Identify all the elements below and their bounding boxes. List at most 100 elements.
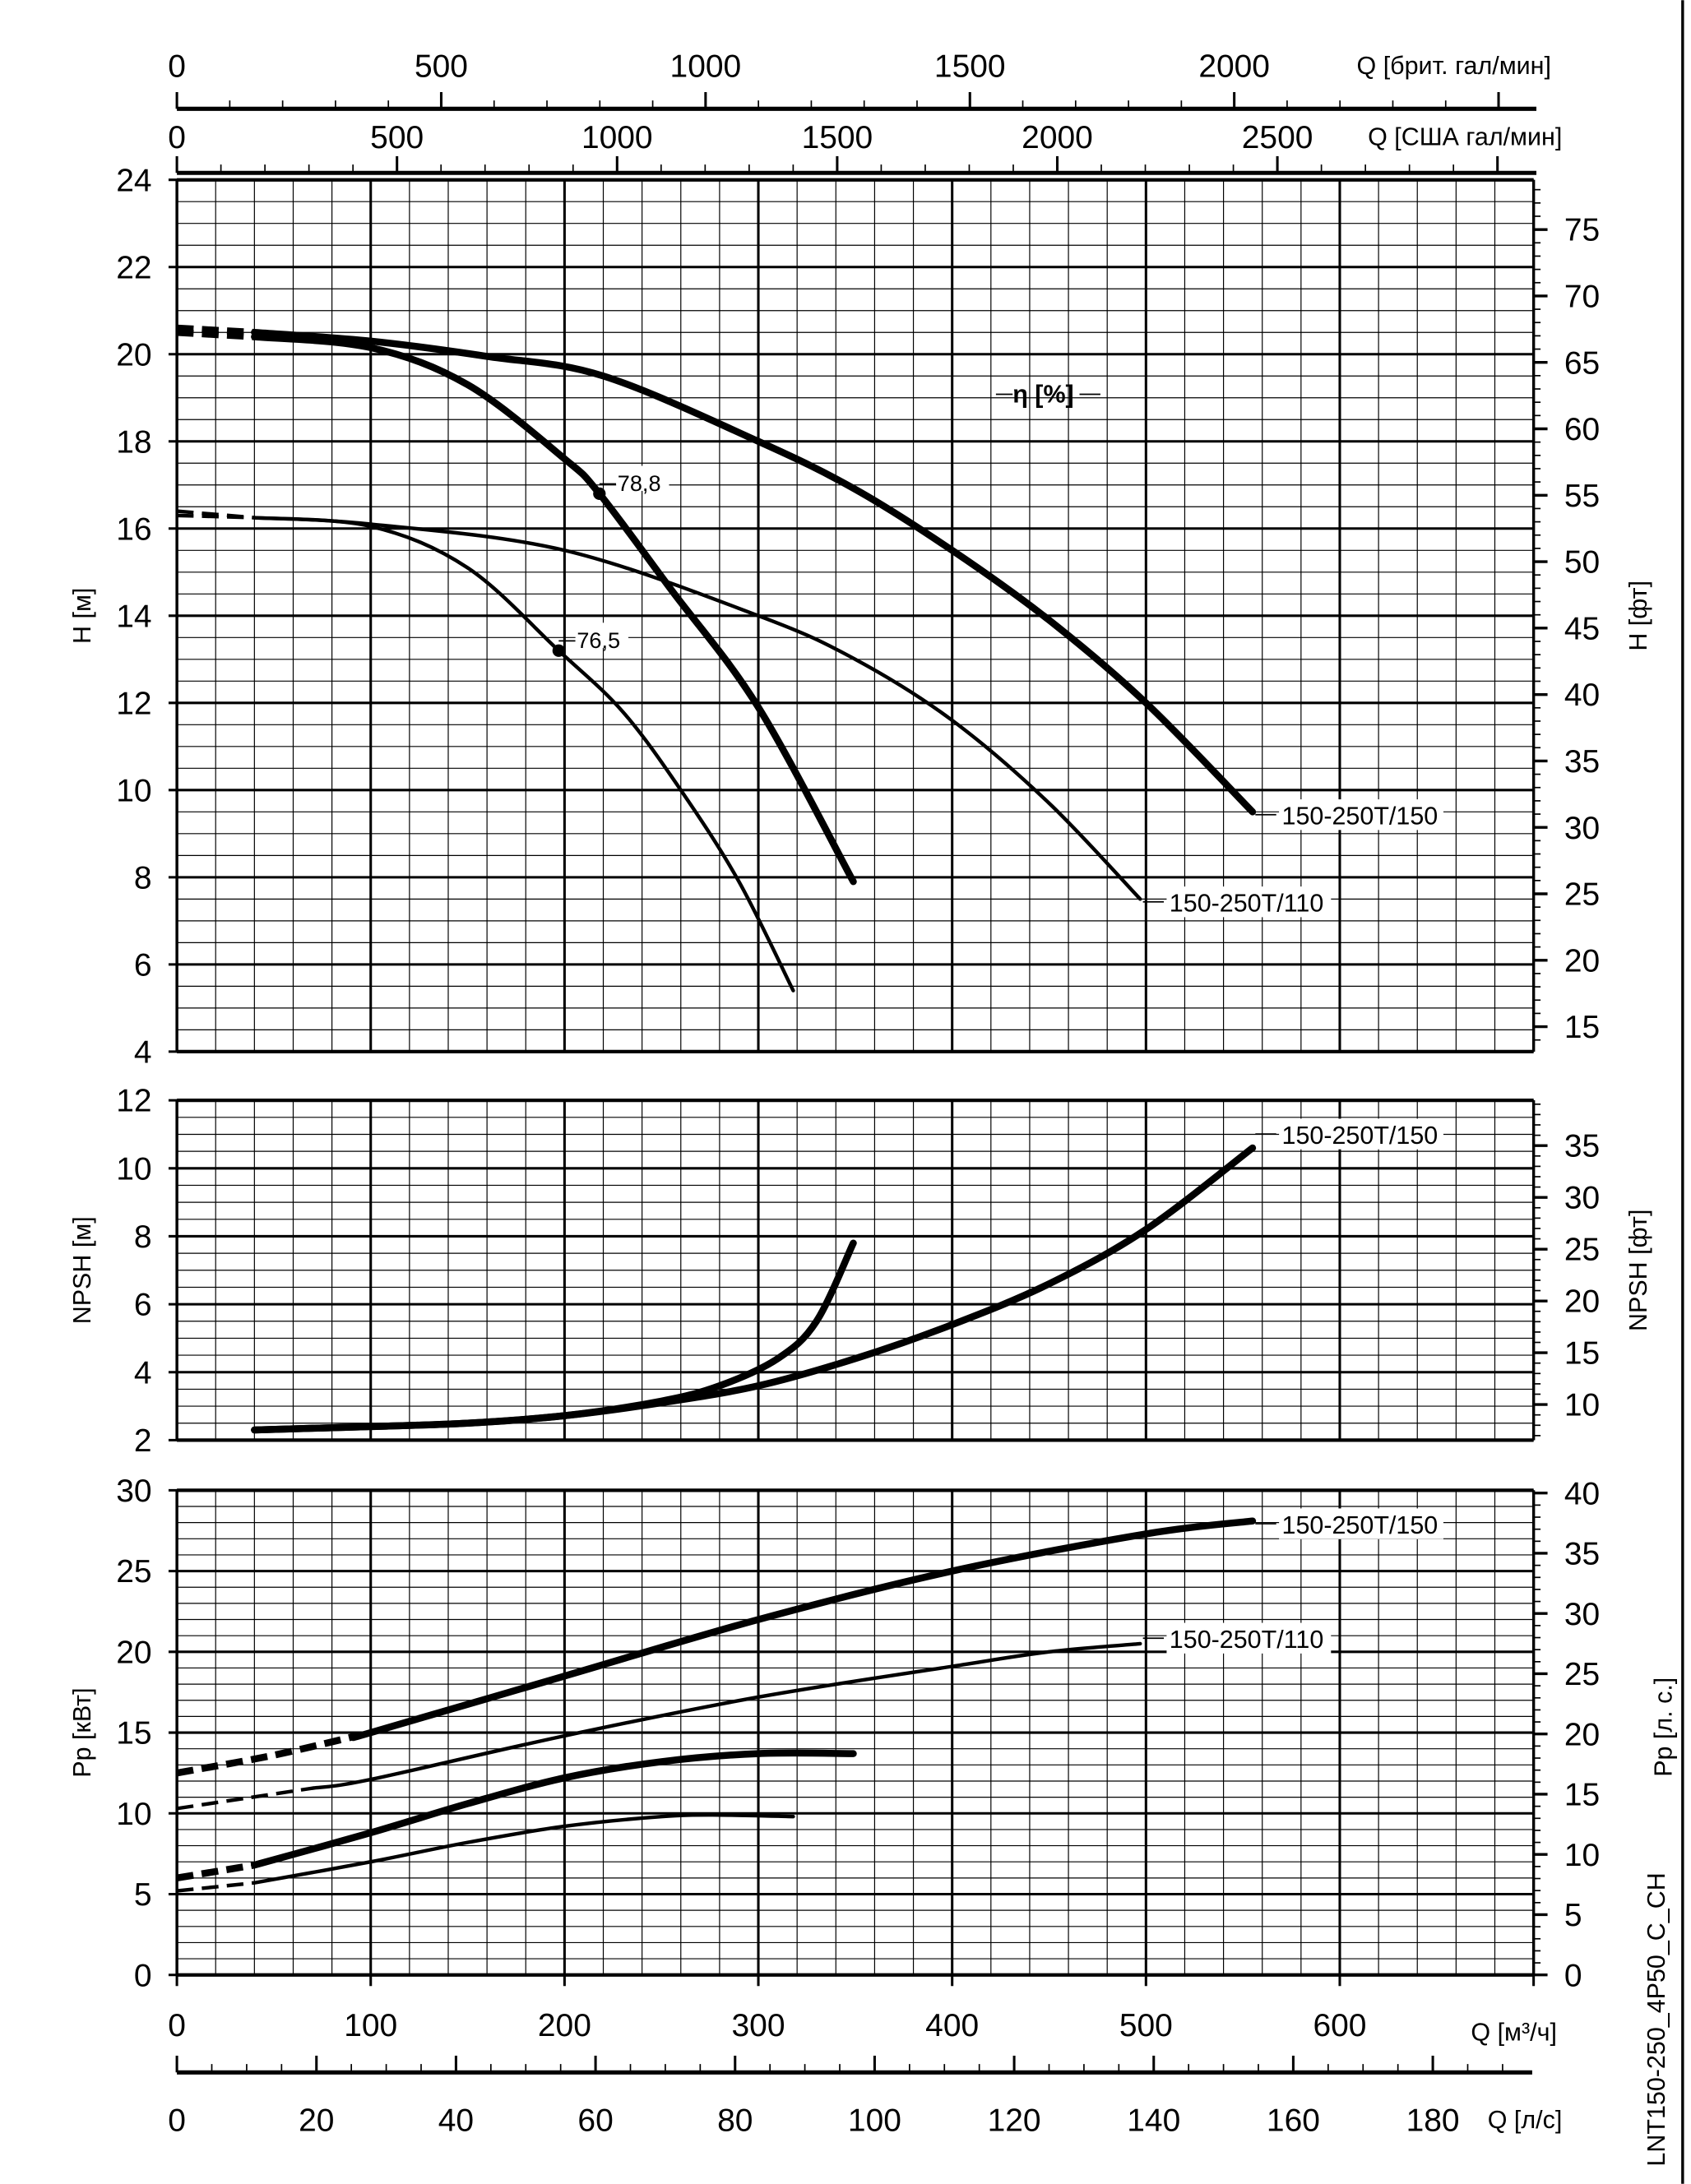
secondary-tick-label: 60 — [577, 2103, 613, 2138]
y-tick-label: 12 — [116, 1084, 151, 1119]
secondary-tick-label: 140 — [1127, 2103, 1180, 2138]
y-axis-title-right: NPSH [фт] — [1624, 1210, 1652, 1331]
efficiency-label-bg — [575, 622, 628, 648]
secondary-tick-label: 100 — [848, 2103, 901, 2138]
right-tick-label: 20 — [1564, 1717, 1600, 1752]
efficiency-value: 76,5 — [577, 627, 620, 653]
y-tick-label: 2 — [134, 1423, 152, 1459]
right-tick-label: 30 — [1564, 811, 1600, 846]
secondary-tick-label: 0 — [168, 49, 186, 84]
right-tick-label: 35 — [1564, 744, 1600, 780]
y-tick-label: 5 — [134, 1877, 152, 1913]
secondary-axis-title: Q [брит. гал/мин] — [1357, 52, 1551, 80]
secondary-tick-label: 2000 — [1022, 120, 1093, 155]
curve-label-bg — [1279, 799, 1443, 831]
curve — [350, 1517, 1257, 1742]
y-axis-title-right: Pp [л. с.] — [1649, 1677, 1677, 1777]
y-tick-label: 6 — [134, 1288, 152, 1323]
curve-label: 150-250T/150 — [1282, 803, 1439, 831]
right-tick-label: 10 — [1564, 1838, 1600, 1873]
efficiency-point — [593, 487, 606, 500]
secondary-tick-label: 500 — [415, 49, 468, 84]
secondary-tick-label: 1000 — [670, 49, 742, 84]
x-axis-title: Q [м³/ч] — [1471, 2018, 1557, 2046]
y-axis-title: Pp [кВт] — [68, 1687, 96, 1777]
x-tick-label: 300 — [732, 2008, 785, 2043]
curve-dashed-segment — [176, 1861, 256, 1882]
curve — [252, 1813, 795, 1885]
curve-label-bg — [1279, 1508, 1443, 1539]
secondary-tick-label: 0 — [168, 120, 186, 155]
y-tick-label: 8 — [134, 1219, 152, 1255]
right-tick-label: 35 — [1564, 1129, 1600, 1164]
curve-label-bg — [1279, 1118, 1443, 1150]
curve-dashed-segment — [177, 513, 255, 520]
chart-code: LNT150-250_4P50_C_CH — [1642, 1872, 1670, 2166]
y-tick-label: 20 — [116, 1635, 151, 1670]
curve-dashed-segment — [176, 324, 255, 336]
right-tick-label: 35 — [1564, 1537, 1600, 1572]
secondary-tick-label: 2500 — [1242, 120, 1313, 155]
curve-dashed-segment — [176, 1786, 313, 1811]
right-tick-label: 30 — [1564, 1181, 1600, 1216]
secondary-tick-label: 2000 — [1198, 49, 1270, 84]
right-tick-label: 10 — [1564, 1388, 1600, 1423]
y-tick-label: 8 — [134, 860, 152, 895]
y-tick-label: 10 — [116, 1797, 151, 1832]
secondary-tick-label: 1500 — [802, 120, 873, 155]
secondary-tick-label: 180 — [1406, 2103, 1460, 2138]
right-tick-label: 70 — [1564, 279, 1600, 314]
y-tick-label: 0 — [134, 1958, 152, 1993]
secondary-tick-label: 20 — [299, 2103, 334, 2138]
y-tick-label: 14 — [116, 599, 151, 634]
y-axis-title: H [м] — [68, 588, 96, 644]
y-tick-label: 18 — [116, 424, 151, 460]
right-tick-label: 20 — [1564, 943, 1600, 979]
right-tick-label: 15 — [1564, 1010, 1600, 1045]
curve-label: 150-250T/110 — [1170, 1626, 1323, 1654]
right-tick-label: 60 — [1564, 412, 1600, 447]
y-tick-label: 20 — [116, 337, 151, 372]
y-tick-label: 22 — [116, 250, 151, 285]
right-tick-label: 15 — [1564, 1778, 1600, 1813]
curve-label: 150-250T/150 — [1282, 1122, 1439, 1150]
curve — [252, 516, 795, 993]
x-tick-label: 400 — [925, 2008, 979, 2043]
right-tick-label: 20 — [1564, 1284, 1600, 1320]
y-tick-label: 25 — [116, 1554, 151, 1589]
y-tick-label: 15 — [116, 1716, 151, 1751]
secondary-tick-label: 0 — [168, 2103, 186, 2138]
right-tick-label: 65 — [1564, 345, 1600, 381]
right-tick-label: 45 — [1564, 611, 1600, 646]
efficiency-point — [552, 644, 565, 657]
curve-label-bg — [1166, 1622, 1332, 1654]
right-tick-label: 55 — [1564, 479, 1600, 514]
curve — [251, 333, 857, 886]
right-tick-label: 25 — [1564, 877, 1600, 913]
curve-dashed-segment — [176, 1881, 255, 1893]
efficiency-value: 78,8 — [618, 470, 661, 496]
y-tick-label: 4 — [134, 1355, 152, 1390]
secondary-tick-label: 40 — [438, 2103, 474, 2138]
y-tick-label: 6 — [134, 947, 152, 983]
y-axis-title-right: H [фт] — [1624, 581, 1652, 651]
y-axis-title: NPSH [м] — [68, 1216, 96, 1324]
curve-dashed-segment — [176, 509, 255, 520]
curve — [251, 329, 1257, 816]
curve — [251, 1239, 857, 1434]
secondary-axis-title: Q [л/с] — [1488, 2106, 1563, 2134]
x-tick-label: 200 — [538, 2008, 591, 2043]
curve-label: 150-250T/110 — [1170, 890, 1323, 918]
secondary-tick-label: 120 — [988, 2103, 1041, 2138]
curve-label-bg — [1166, 886, 1332, 918]
right-tick-label: 25 — [1564, 1233, 1600, 1268]
curve — [252, 516, 1142, 901]
secondary-tick-label: 80 — [717, 2103, 753, 2138]
y-tick-label: 10 — [116, 773, 151, 808]
x-tick-label: 100 — [344, 2008, 397, 2043]
right-tick-label: 5 — [1564, 1898, 1582, 1933]
secondary-axis-title: Q [США гал/мин] — [1368, 123, 1562, 150]
efficiency-label: η [%] — [1012, 381, 1073, 409]
y-tick-label: 4 — [134, 1034, 152, 1070]
